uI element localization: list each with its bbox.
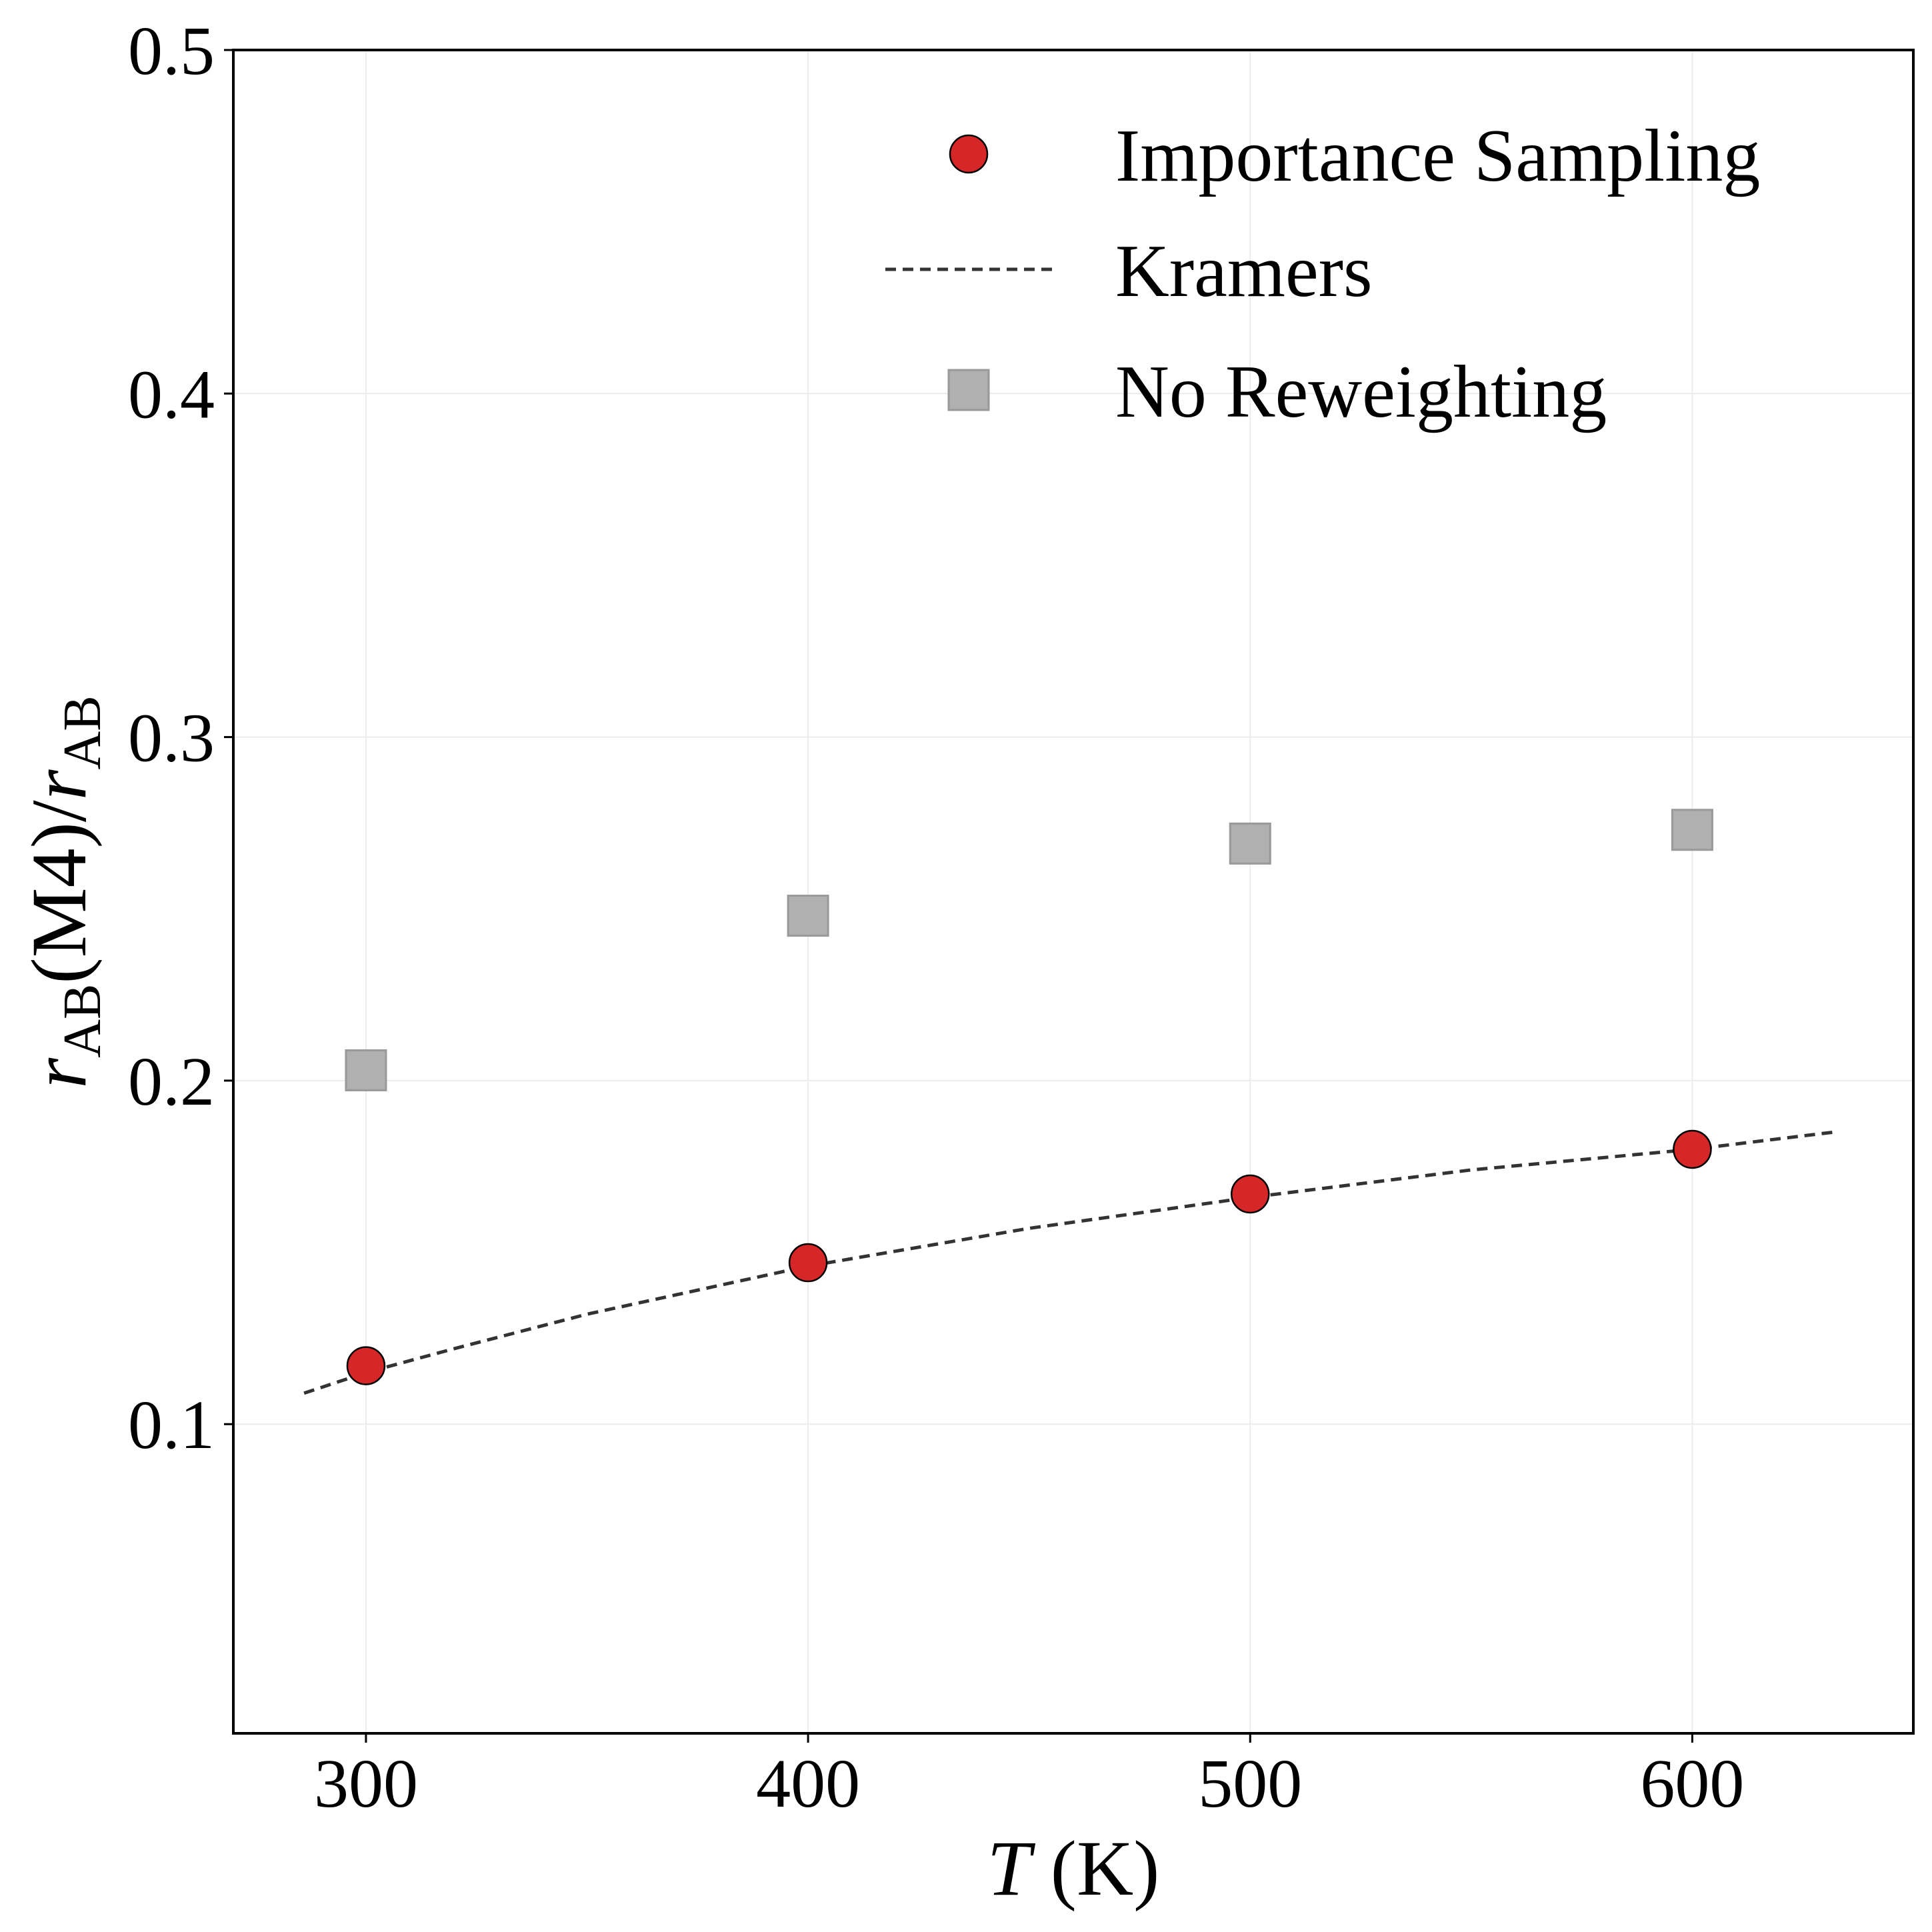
tick-layer: 300 400 500 600 0.1 0.2 0.3 0.4 0.5 [128,13,1744,1822]
y-tick-label: 0.2 [128,1043,215,1120]
importance-sampling-point [1231,1174,1270,1214]
no-reweighting-point [1671,809,1713,851]
y-axis-title-r1: r [15,1057,103,1089]
x-tick-label: 400 [756,1745,860,1822]
y-tick-label: 0.1 [128,1387,215,1463]
importance-sampling-point [1673,1129,1712,1169]
y-tick-label: 0.4 [128,356,215,433]
series-layer [303,809,1834,1395]
y-axis-title-sub1: AB [53,984,112,1058]
legend-label-no-reweighting: No Reweighting [1115,351,1607,433]
kramers-line [303,1130,1834,1395]
y-axis-title-sub2: AB [53,695,112,769]
importance-sampling-point [788,1243,828,1283]
y-tick-label: 0.5 [128,13,215,89]
y-axis-title-r2: r [15,769,103,800]
x-axis-title-variable: T [987,1825,1036,1912]
x-tick-label: 500 [1198,1745,1302,1822]
no-reweighting-point [1229,822,1271,865]
legend-marker-importance-sampling [949,134,989,174]
x-tick-label: 300 [314,1745,418,1822]
importance-sampling-point [346,1346,386,1385]
no-reweighting-point [345,1049,387,1091]
y-tick-label: 0.3 [128,700,215,777]
legend-label-importance-sampling: Importance Sampling [1115,115,1760,197]
legend: Importance Sampling Kramers No Reweighti… [885,115,1760,433]
y-axis-title: rAB(M4)/rAB [15,695,112,1088]
plot-frame [232,49,1915,1735]
legend-marker-no-reweighting [947,369,990,411]
no-reweighting-point [787,895,829,937]
x-axis-title-unit: (K) [1031,1825,1159,1912]
x-axis-title: T (K) [987,1825,1160,1912]
grid-layer [233,49,1913,1733]
x-tick-label: 600 [1640,1745,1744,1822]
legend-label-kramers: Kramers [1115,230,1373,313]
y-axis-title-mid: (M4)/ [15,800,103,984]
